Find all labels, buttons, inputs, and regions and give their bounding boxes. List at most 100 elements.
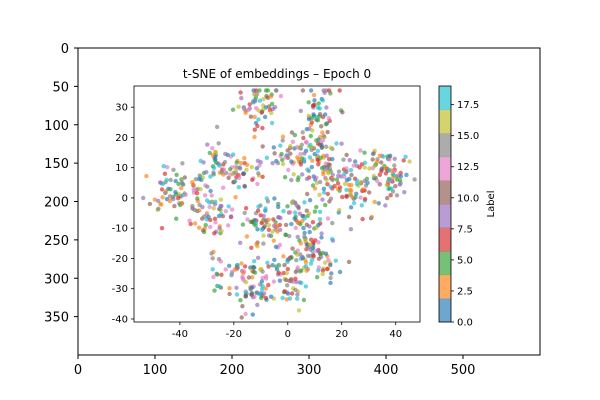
scatter-point	[377, 153, 382, 158]
plot-x-tick-label: -20	[226, 329, 242, 340]
scatter-point	[348, 205, 354, 210]
scatter-point	[270, 161, 275, 166]
plot-x-tick-label: 40	[389, 329, 402, 340]
scatter-point	[280, 295, 285, 301]
scatter-point	[218, 203, 223, 209]
scatter-point	[328, 275, 333, 281]
scatter-point	[260, 125, 265, 131]
scatter-point	[254, 88, 259, 93]
scatter-point	[324, 266, 330, 272]
scatter-point	[156, 198, 161, 204]
scatter-point	[302, 216, 307, 221]
scatter-point	[211, 170, 216, 175]
scatter-point	[285, 291, 291, 296]
scatter-point	[172, 203, 177, 209]
scatter-point	[295, 220, 301, 225]
scatter-point	[159, 226, 165, 231]
scatter-point	[371, 173, 376, 179]
colorbar-segment	[439, 109, 451, 134]
scatter-point	[370, 157, 375, 162]
scatter-point	[256, 171, 261, 176]
scatter-point	[202, 193, 208, 198]
scatter-point	[358, 195, 363, 200]
scatter-point	[316, 101, 321, 106]
scatter-point	[354, 178, 360, 183]
scatter-point	[241, 270, 246, 276]
scatter-point	[211, 274, 216, 280]
scatter-point	[261, 96, 266, 102]
scatter-point	[285, 266, 290, 272]
scatter-point	[296, 157, 301, 162]
scatter-point	[236, 185, 241, 190]
scatter-point	[323, 251, 329, 256]
scatter-point	[278, 93, 284, 99]
plot-y-tick-label: -30	[112, 284, 128, 295]
scatter-point	[392, 156, 397, 161]
scatter-point	[147, 201, 153, 207]
scatter-point	[362, 165, 367, 170]
scatter-point	[314, 138, 319, 143]
scatter-point	[271, 145, 276, 150]
scatter-point	[253, 220, 259, 225]
scatter-point	[209, 251, 214, 256]
scatter-point	[227, 291, 232, 297]
scatter-point	[228, 172, 233, 177]
scatter-point	[308, 261, 314, 266]
scatter-point	[300, 130, 305, 135]
scatter-point	[372, 163, 377, 168]
scatter-point	[212, 216, 218, 221]
scatter-point	[243, 311, 248, 317]
scatter-point	[332, 183, 337, 189]
scatter-point	[269, 120, 275, 126]
scatter-point	[243, 294, 248, 299]
scatter-point	[224, 170, 229, 176]
scatter-point	[295, 296, 300, 301]
scatter-point	[326, 257, 331, 263]
scatter-point	[324, 105, 329, 110]
scatter-point	[317, 106, 322, 111]
outer-y-tick-label: 150	[44, 157, 69, 172]
scatter-point	[260, 174, 265, 179]
scatter-point	[316, 240, 321, 245]
colorbar-tick-label: 10.0	[457, 193, 479, 204]
scatter-point	[244, 162, 250, 167]
scatter-point	[370, 151, 376, 157]
scatter-point	[223, 267, 228, 272]
scatter-point	[217, 226, 222, 231]
scatter-point	[308, 242, 313, 247]
scatter-point	[266, 264, 271, 269]
scatter-point	[236, 104, 241, 109]
scatter-point	[239, 95, 244, 101]
scatter-point	[246, 107, 251, 113]
scatter-point	[258, 213, 263, 218]
scatter-point	[287, 296, 293, 301]
scatter-point	[289, 279, 294, 284]
scatter-point	[268, 94, 274, 99]
scatter-point	[239, 315, 244, 320]
scatter-point	[211, 206, 216, 211]
scatter-point	[276, 215, 281, 220]
scatter-point	[321, 186, 327, 191]
scatter-point	[288, 151, 293, 156]
scatter-point	[323, 122, 329, 127]
scatter-point	[274, 88, 279, 93]
scatter-point	[207, 150, 212, 156]
scatter-point	[152, 197, 158, 202]
colorbar-segment	[439, 227, 451, 252]
scatter-point	[191, 187, 196, 192]
scatter-point	[234, 292, 240, 297]
scatter-point	[328, 196, 334, 201]
scatter-point	[312, 209, 318, 214]
scatter-point	[238, 240, 243, 245]
colorbar-frame	[438, 85, 452, 323]
scatter-point	[265, 260, 270, 265]
scatter-point	[198, 187, 203, 192]
scatter-point	[191, 182, 196, 187]
scatter-point	[209, 193, 214, 198]
scatter-point	[377, 181, 383, 187]
scatter-point	[200, 204, 205, 210]
scatter-point	[298, 151, 303, 157]
scatter-point	[337, 269, 343, 275]
